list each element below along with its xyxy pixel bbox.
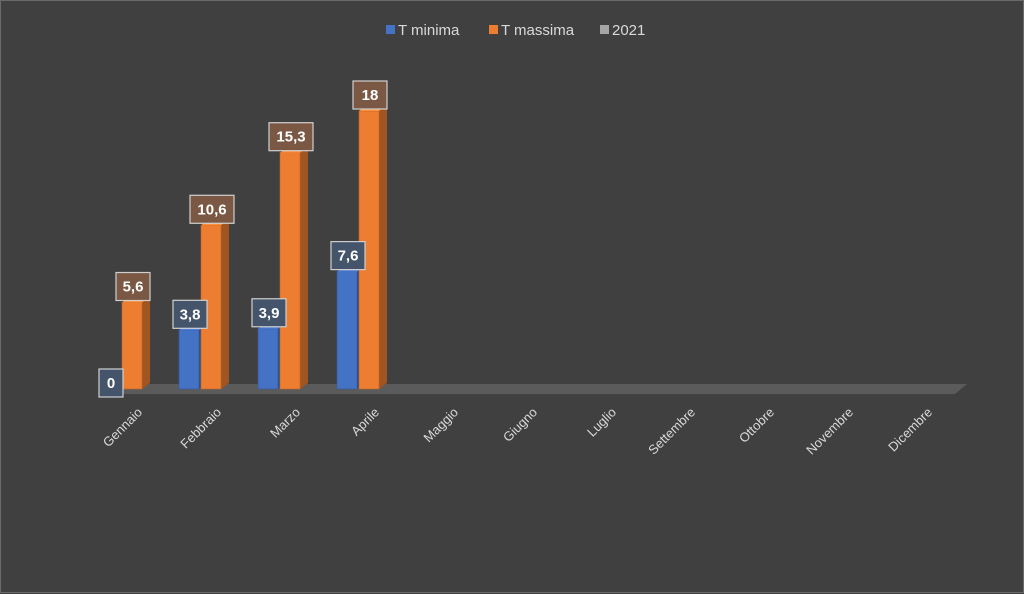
legend-swatch xyxy=(386,25,395,34)
data-label-box xyxy=(115,271,151,302)
data-labels: 0 5,6 3,8 10,6 3,9 15,3 7,6 18 xyxy=(98,80,388,398)
bar-side xyxy=(142,296,150,389)
data-label-t-massima-gennaio: 5,6 xyxy=(115,271,151,302)
data-label-text: 7,6 xyxy=(338,248,359,265)
data-label-t-minima-aprile: 7,6 xyxy=(330,241,366,271)
bar-side xyxy=(300,146,308,389)
bar-front xyxy=(336,271,358,390)
x-tick-label-luglio: Luglio xyxy=(584,405,619,440)
legend-swatch xyxy=(489,25,498,34)
chart-floor xyxy=(99,384,967,394)
data-label-text: 15,3 xyxy=(276,129,305,146)
chart-bars xyxy=(100,105,387,390)
bar-t-massima-marzo xyxy=(279,146,308,390)
data-label-box xyxy=(352,80,388,110)
x-tick-label-febbraio: Febbraio xyxy=(177,405,224,452)
data-label-t-minima-marzo: 3,9 xyxy=(251,298,287,328)
data-label-text: 3,9 xyxy=(259,305,280,322)
x-tick-label-giugno: Giugno xyxy=(500,405,540,445)
data-label-t-massima-marzo: 15,3 xyxy=(268,122,314,152)
data-label-text: 0 xyxy=(107,375,115,392)
bar-front xyxy=(257,328,279,390)
legend-item-2021: 2021 xyxy=(600,22,645,39)
chart-legend: T minima T massima 2021 xyxy=(386,22,645,39)
legend-swatch xyxy=(600,25,609,34)
data-label-box xyxy=(268,122,314,152)
bar-side xyxy=(221,219,229,389)
data-label-text: 3,8 xyxy=(180,306,201,323)
bar-side xyxy=(379,105,387,389)
floor-plane xyxy=(99,384,967,394)
x-axis: Gennaio Febbraio Marzo Aprile Maggio Giugno Lu… xyxy=(100,405,935,458)
bar-t-massima-gennaio xyxy=(121,296,150,390)
data-label-text: 18 xyxy=(362,87,379,104)
legend-label: T minima xyxy=(398,22,460,39)
x-tick-label-dicembre: Dicembre xyxy=(885,405,935,455)
x-tick-label-settembre: Settembre xyxy=(645,405,698,458)
data-label-text: 5,6 xyxy=(123,279,144,296)
data-label-box xyxy=(251,298,287,328)
bar-front xyxy=(121,302,143,390)
data-label-t-minima-gennaio: 0 xyxy=(98,368,124,398)
x-tick-label-ottobre: Ottobre xyxy=(736,405,777,446)
x-tick-label-marzo: Marzo xyxy=(267,405,303,441)
data-label-box xyxy=(172,299,208,329)
data-label-t-massima-aprile: 18 xyxy=(352,80,388,110)
legend-item-t-minima: T minima xyxy=(386,22,460,39)
data-label-text: 10,6 xyxy=(197,201,226,218)
x-tick-label-aprile: Aprile xyxy=(348,405,382,439)
legend-label: 2021 xyxy=(612,22,645,39)
x-tick-label-maggio: Maggio xyxy=(420,405,461,446)
data-label-box xyxy=(98,368,124,398)
data-label-box xyxy=(189,194,235,224)
legend-item-t-massima: T massima xyxy=(489,22,575,39)
bar-front xyxy=(178,330,200,390)
legend-label: T massima xyxy=(501,22,575,39)
bar-front xyxy=(279,152,301,390)
data-label-box xyxy=(330,241,366,271)
x-tick-label-gennaio: Gennaio xyxy=(100,405,145,450)
x-tick-label-novembre: Novembre xyxy=(803,405,856,458)
data-label-t-minima-febbraio: 3,8 xyxy=(172,299,208,329)
data-label-t-massima-febbraio: 10,6 xyxy=(189,194,235,224)
